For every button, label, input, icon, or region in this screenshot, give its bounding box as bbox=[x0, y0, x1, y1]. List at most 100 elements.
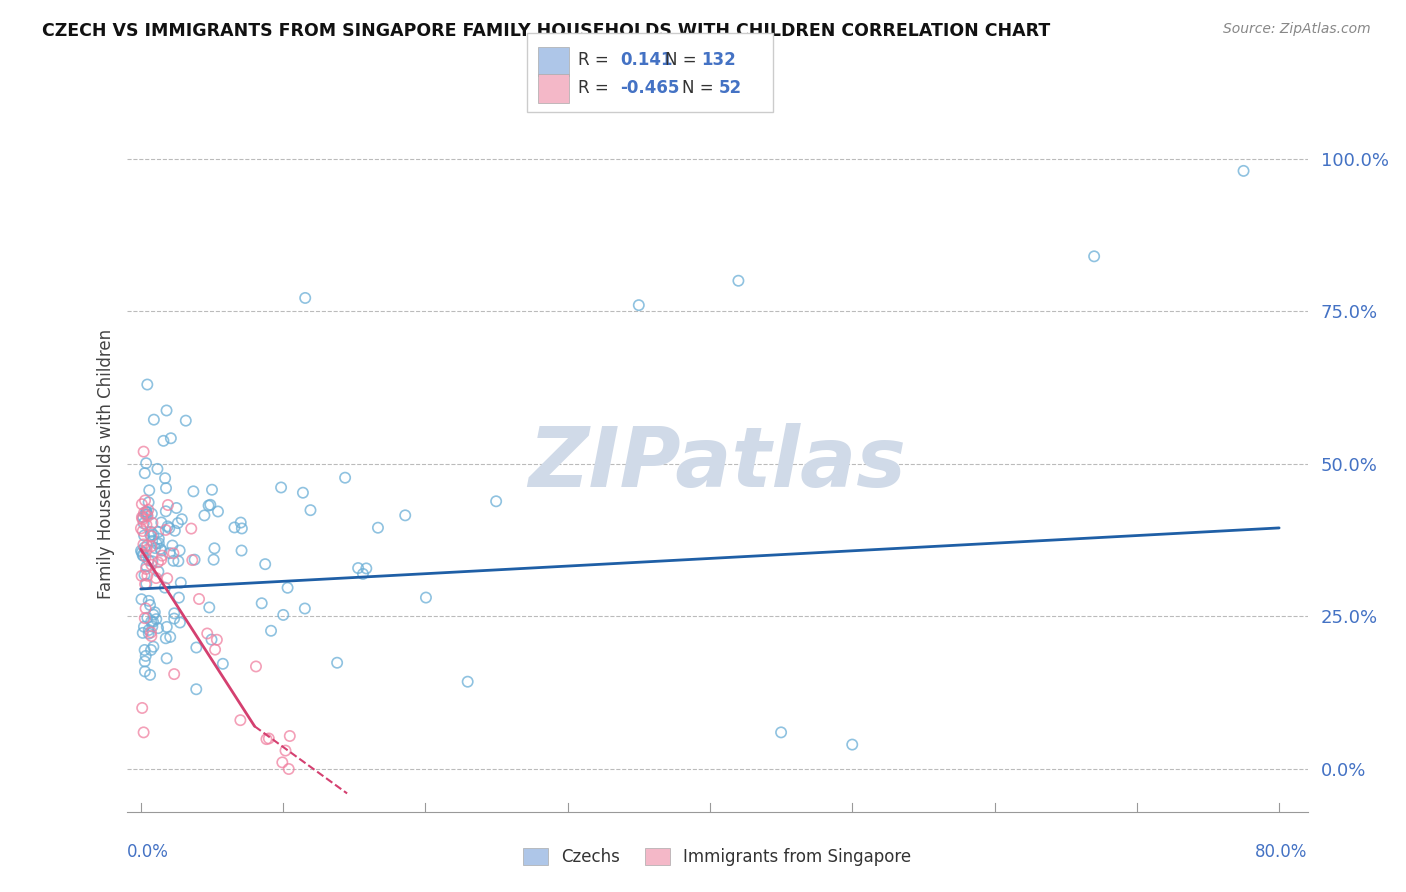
Point bbox=[141, 533, 163, 548]
Point bbox=[136, 569, 159, 583]
Text: R =: R = bbox=[578, 51, 609, 69]
Point bbox=[163, 611, 186, 625]
Point bbox=[139, 643, 162, 657]
Point bbox=[135, 576, 157, 591]
Point bbox=[260, 624, 283, 638]
Point bbox=[193, 508, 215, 523]
Point bbox=[183, 552, 205, 566]
Point bbox=[257, 731, 280, 746]
Point bbox=[183, 484, 205, 499]
Point bbox=[485, 494, 508, 508]
Point bbox=[156, 519, 179, 533]
Point bbox=[333, 471, 356, 485]
Point bbox=[169, 543, 191, 558]
Point bbox=[134, 655, 156, 669]
Text: CZECH VS IMMIGRANTS FROM SINGAPORE FAMILY HOUSEHOLDS WITH CHILDREN CORRELATION C: CZECH VS IMMIGRANTS FROM SINGAPORE FAMIL… bbox=[42, 22, 1050, 40]
Point bbox=[202, 552, 225, 566]
Point bbox=[141, 615, 163, 629]
Point bbox=[132, 626, 155, 640]
Point bbox=[165, 500, 187, 515]
Point bbox=[145, 536, 167, 550]
Point bbox=[174, 414, 197, 428]
Point bbox=[131, 548, 153, 562]
Point bbox=[727, 274, 749, 288]
Point bbox=[132, 510, 155, 524]
Point bbox=[163, 667, 186, 681]
Point bbox=[135, 543, 157, 558]
Point bbox=[256, 732, 278, 747]
Point bbox=[143, 541, 166, 555]
Point bbox=[278, 729, 301, 743]
Point bbox=[138, 495, 160, 509]
Point bbox=[170, 575, 193, 590]
Point bbox=[134, 611, 156, 625]
Point bbox=[457, 674, 479, 689]
Point bbox=[167, 591, 190, 605]
Point bbox=[132, 506, 155, 520]
Point bbox=[134, 568, 156, 582]
Point bbox=[138, 623, 160, 637]
Point bbox=[294, 291, 316, 305]
Point bbox=[155, 504, 177, 518]
Point bbox=[347, 561, 370, 575]
Point bbox=[132, 620, 155, 634]
Text: R =: R = bbox=[578, 79, 609, 97]
Point bbox=[146, 462, 169, 476]
Point bbox=[159, 630, 181, 644]
Point bbox=[136, 508, 159, 522]
Point bbox=[167, 516, 190, 530]
Point bbox=[136, 377, 159, 392]
Point bbox=[186, 640, 208, 655]
Legend: Czechs, Immigrants from Singapore: Czechs, Immigrants from Singapore bbox=[516, 841, 918, 873]
Point bbox=[270, 480, 292, 494]
Point bbox=[152, 434, 174, 448]
Point bbox=[231, 521, 253, 535]
Point bbox=[131, 510, 153, 524]
Point bbox=[153, 581, 176, 595]
Point bbox=[131, 497, 153, 511]
Point bbox=[131, 592, 153, 607]
Point bbox=[141, 529, 163, 543]
Point bbox=[204, 642, 226, 657]
Text: 80.0%: 80.0% bbox=[1256, 843, 1308, 861]
Point bbox=[132, 725, 155, 739]
Text: 0.0%: 0.0% bbox=[127, 843, 169, 861]
Point bbox=[155, 523, 177, 537]
Point bbox=[142, 615, 165, 629]
Point bbox=[150, 549, 173, 563]
Point bbox=[197, 499, 219, 513]
Point bbox=[162, 554, 184, 568]
Point bbox=[142, 640, 165, 654]
Point bbox=[162, 546, 184, 560]
Point bbox=[155, 481, 177, 495]
Point bbox=[141, 554, 163, 568]
Point bbox=[141, 558, 163, 572]
Point bbox=[131, 524, 153, 538]
Point bbox=[156, 620, 179, 634]
Point bbox=[136, 611, 159, 625]
Point bbox=[129, 521, 152, 535]
Point bbox=[188, 592, 211, 607]
Point bbox=[135, 505, 157, 519]
Point bbox=[132, 549, 155, 563]
Point bbox=[135, 648, 157, 663]
Point bbox=[135, 456, 157, 470]
Point bbox=[148, 524, 170, 539]
Text: N =: N = bbox=[665, 51, 696, 69]
Point bbox=[181, 553, 204, 567]
Point bbox=[138, 553, 160, 567]
Point bbox=[1083, 249, 1105, 263]
Point bbox=[136, 509, 159, 524]
Point bbox=[160, 431, 183, 445]
Point bbox=[141, 516, 163, 530]
Point bbox=[139, 528, 162, 542]
Point bbox=[156, 498, 179, 512]
Point bbox=[134, 643, 156, 657]
Point bbox=[277, 581, 299, 595]
Point bbox=[356, 561, 378, 575]
Point bbox=[153, 471, 176, 485]
Point bbox=[150, 553, 173, 567]
Point bbox=[205, 632, 228, 647]
Point bbox=[186, 682, 208, 697]
Point bbox=[134, 541, 156, 555]
